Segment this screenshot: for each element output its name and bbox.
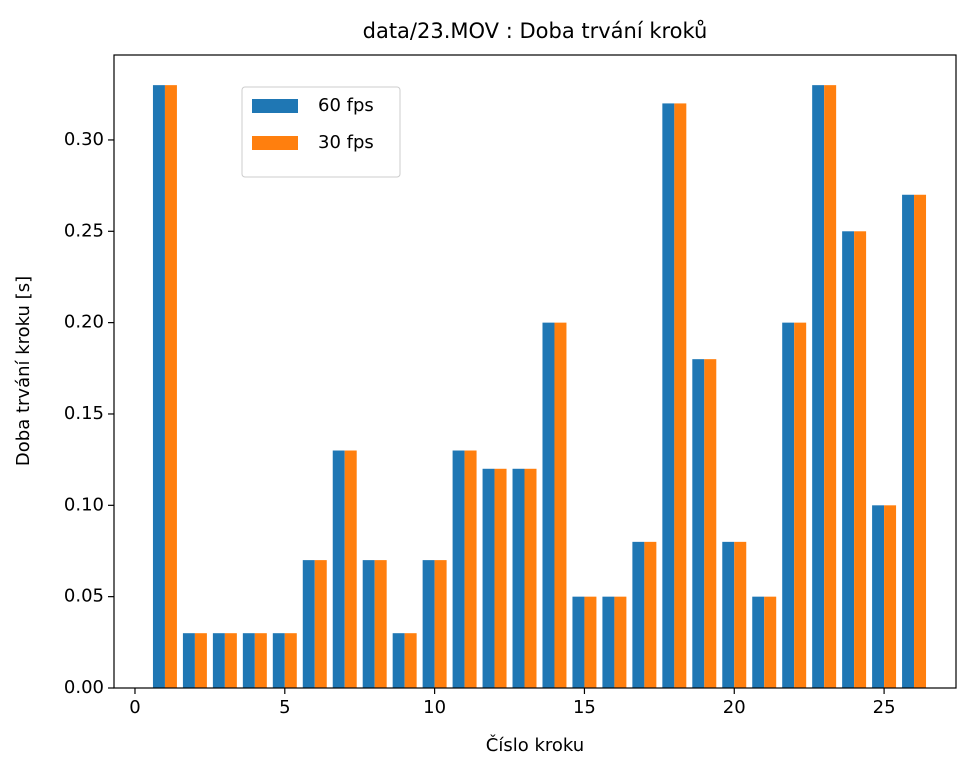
bar	[704, 359, 717, 688]
bar	[644, 541, 657, 688]
bar	[542, 322, 555, 688]
y-tick-label: 0.20	[64, 312, 104, 333]
y-tick-label: 0.10	[64, 494, 104, 515]
x-tick-label: 10	[423, 697, 446, 718]
x-tick-label: 5	[279, 697, 290, 718]
bar	[524, 468, 537, 688]
bar	[434, 560, 447, 688]
bar	[734, 541, 747, 688]
x-tick-label: 15	[573, 697, 596, 718]
y-axis-label: Doba trvání kroku [s]	[13, 276, 34, 466]
bar	[194, 633, 207, 688]
bar	[842, 231, 855, 688]
legend-label: 60 fps	[318, 95, 374, 116]
bar	[332, 450, 345, 688]
bar	[404, 633, 417, 688]
legend-swatch	[252, 136, 298, 150]
bar	[674, 103, 687, 688]
bar	[272, 633, 285, 688]
bar	[572, 596, 585, 688]
plot-frame	[113, 54, 957, 689]
legend-swatch	[252, 99, 298, 113]
y-tick-label: 0.25	[64, 220, 104, 241]
bar	[164, 85, 177, 688]
bar	[824, 85, 837, 688]
y-tick-label: 0.15	[64, 403, 104, 424]
y-tick-label: 0.00	[64, 677, 104, 698]
bar	[494, 468, 507, 688]
bar	[512, 468, 525, 688]
x-axis-label: Číslo kroku	[486, 734, 584, 756]
bar	[872, 505, 885, 688]
x-tick-label: 20	[723, 697, 746, 718]
bar	[182, 633, 195, 688]
bar	[362, 560, 375, 688]
bar	[284, 633, 297, 688]
bar	[752, 596, 765, 688]
bar	[614, 596, 627, 688]
bar	[584, 596, 597, 688]
bar	[602, 596, 615, 688]
bar	[692, 359, 705, 688]
bar	[314, 560, 327, 688]
bar	[242, 633, 255, 688]
bar	[554, 322, 567, 688]
bar	[374, 560, 387, 688]
bar	[344, 450, 357, 688]
bar	[914, 194, 927, 689]
bar	[884, 505, 897, 688]
bar	[794, 322, 807, 688]
x-tick-label: 0	[129, 697, 140, 718]
bar	[662, 103, 675, 688]
bar	[632, 541, 645, 688]
bar	[764, 596, 777, 688]
bar	[152, 85, 165, 688]
bar	[302, 560, 315, 688]
bar	[464, 450, 477, 688]
bar	[392, 633, 405, 688]
bar	[902, 194, 915, 689]
bar	[782, 322, 795, 688]
bar	[224, 633, 237, 688]
bar	[452, 450, 465, 688]
x-tick-label: 25	[873, 697, 896, 718]
y-tick-label: 0.30	[64, 129, 104, 150]
bar	[212, 633, 225, 688]
bar	[254, 633, 267, 688]
chart-title: data/23.MOV : Doba trvání kroků	[363, 19, 708, 43]
bar	[482, 468, 495, 688]
bar	[854, 231, 867, 688]
bar	[722, 541, 735, 688]
legend-label: 30 fps	[318, 132, 374, 153]
bar	[422, 560, 435, 688]
y-tick-label: 0.05	[64, 586, 104, 607]
bar	[812, 85, 825, 688]
